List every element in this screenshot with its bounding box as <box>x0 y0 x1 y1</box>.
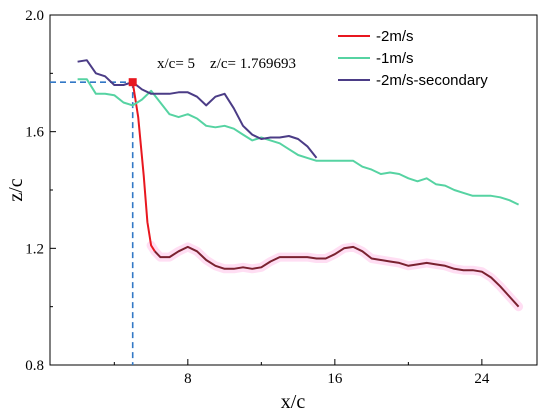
series-lines <box>77 59 520 308</box>
x-tick-label: 16 <box>327 371 343 387</box>
y-tick-label: 2.0 <box>25 8 44 24</box>
x-axis-title: x/c <box>281 391 306 413</box>
y-tick-label: 1.6 <box>25 125 44 141</box>
legend: -2m/s -1m/s -2m/s-secondary <box>338 28 488 89</box>
series-line-2m-s <box>131 82 156 252</box>
annotation-marker-layer <box>128 78 137 87</box>
annotation-text: x/c= 5 z/c= 1.769693 <box>157 56 296 72</box>
legend-label: -2m/s-secondary <box>376 72 488 89</box>
x-tick-label: 24 <box>474 371 490 387</box>
annotation-guides <box>50 81 134 365</box>
series-line-2m-s-tail <box>154 245 520 308</box>
y-tick-label: 0.8 <box>25 358 44 374</box>
axis-tick-labels: 8 16 24 0.8 1.2 1.6 2.0 <box>25 8 490 387</box>
y-axis-title: z/c <box>5 178 27 201</box>
legend-label: -2m/s <box>376 28 414 45</box>
series-line-1m-s <box>77 78 520 206</box>
annotation-point-marker <box>128 78 137 87</box>
y-tick-label: 1.2 <box>25 241 44 257</box>
axis-ticks <box>50 14 483 366</box>
legend-label: -1m/s <box>376 50 414 67</box>
x-tick-label: 8 <box>184 371 192 387</box>
series-line-2m-s-secondary <box>77 59 318 159</box>
